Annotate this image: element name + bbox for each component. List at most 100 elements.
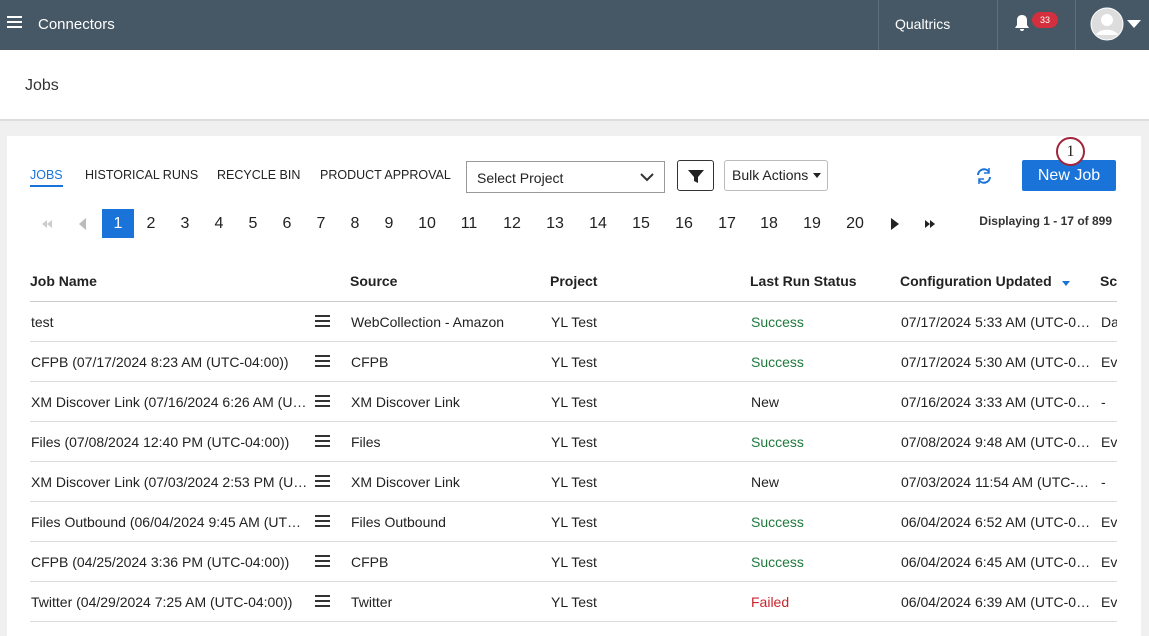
page-number[interactable]: 6	[282, 215, 292, 232]
table-cell: Ev	[1101, 434, 1117, 450]
column-header[interactable]: Last Run Status	[750, 273, 857, 289]
page-number[interactable]: 14	[589, 215, 607, 232]
filter-icon	[688, 170, 704, 183]
row-menu[interactable]	[315, 515, 331, 528]
avatar[interactable]	[1090, 7, 1144, 41]
page-number[interactable]: 7	[316, 215, 326, 232]
table-cell: Success	[751, 434, 804, 450]
row-rule	[30, 501, 1117, 502]
page-number[interactable]: 16	[675, 215, 693, 232]
table-cell: 07/16/2024 3:33 AM (UTC-0…	[901, 394, 1091, 410]
table-cell: Success	[751, 514, 804, 530]
brand[interactable]: Qualtrics	[895, 16, 951, 32]
row-rule	[30, 421, 1117, 422]
table-cell: 06/04/2024 6:39 AM (UTC-0…	[901, 594, 1091, 610]
bell-icon[interactable]	[1013, 14, 1031, 32]
page-header: Jobs	[0, 50, 1149, 121]
column-header[interactable]: Project	[550, 273, 598, 289]
top-bar: Connectors Qualtrics 33	[0, 0, 1149, 50]
table-cell: 07/08/2024 9:48 AM (UTC-0…	[901, 434, 1091, 450]
page-number[interactable]: 3	[180, 215, 190, 232]
first-prev-icons	[42, 218, 86, 230]
table-cell: New	[751, 394, 780, 410]
table-cell: Failed	[751, 594, 790, 610]
tab[interactable]: PRODUCT APPROVAL	[320, 168, 451, 182]
table-cell: Ev	[1101, 354, 1117, 370]
table-cell[interactable]: CFPB (04/25/2024 3:36 PM (UTC-04:00))	[31, 554, 290, 570]
page-number[interactable]: 19	[803, 215, 821, 232]
row-menu[interactable]	[315, 395, 331, 408]
select-label: Select Project	[477, 170, 564, 186]
table-cell: -	[1101, 394, 1106, 410]
row-menu[interactable]	[315, 555, 331, 568]
table-cell[interactable]: Files (07/08/2024 12:40 PM (UTC-04:00))	[31, 434, 290, 450]
page-number[interactable]: 17	[718, 215, 736, 232]
tab[interactable]: JOBS	[30, 168, 63, 187]
header-rule	[30, 301, 1117, 302]
page-number[interactable]: 20	[846, 215, 864, 232]
table-cell[interactable]: Files Outbound (06/04/2024 9:45 AM (UT…	[31, 514, 302, 530]
table-cell: Success	[751, 354, 804, 370]
table-cell[interactable]: XM Discover Link (07/03/2024 2:53 PM (U…	[31, 474, 308, 490]
table-cell: CFPB	[351, 554, 389, 570]
row-rule	[30, 341, 1117, 342]
jobs-card	[7, 136, 1141, 636]
page-number[interactable]: 13	[546, 215, 564, 232]
page-number[interactable]: 4	[214, 215, 224, 232]
page-number[interactable]: 2	[146, 215, 156, 232]
table-cell: YL Test	[551, 554, 597, 570]
project-select[interactable]: Select Project	[466, 161, 665, 193]
page-number[interactable]: 18	[760, 215, 778, 232]
row-menu[interactable]	[315, 435, 331, 448]
menu-icon[interactable]	[7, 16, 23, 30]
bulk-actions[interactable]: Bulk Actions	[724, 160, 828, 191]
table-cell: -	[1101, 474, 1106, 490]
page-number[interactable]: 1	[102, 209, 134, 238]
table-cell: YL Test	[551, 394, 597, 410]
table-cell[interactable]: XM Discover Link (07/16/2024 6:26 AM (U…	[31, 394, 307, 410]
jobs-table: Job Name Source Project Last Run Status Conf…	[30, 262, 1117, 627]
row-menu[interactable]	[315, 595, 331, 608]
filter-button[interactable]	[677, 160, 714, 191]
page-number[interactable]: 8	[350, 215, 360, 232]
tab[interactable]: RECYCLE BIN	[217, 168, 301, 182]
caret	[813, 173, 821, 178]
table-cell: CFPB	[351, 354, 389, 370]
page-number[interactable]: 5	[248, 215, 258, 232]
table-cell: Success	[751, 554, 804, 570]
table-cell: 06/04/2024 6:45 AM (UTC-0…	[901, 554, 1091, 570]
row-menu[interactable]	[315, 315, 331, 328]
column-header[interactable]: Sc	[1100, 273, 1117, 289]
row-rule	[30, 621, 1117, 622]
table-cell: 06/04/2024 6:52 AM (UTC-0…	[901, 514, 1091, 530]
row-rule	[30, 581, 1117, 582]
sort-arrow	[1062, 281, 1070, 286]
pagination-summary: Displaying 1 - 17 of 899	[979, 214, 1112, 228]
callout: 1	[1056, 137, 1085, 166]
table-cell: Da	[1101, 314, 1117, 330]
refresh-icon[interactable]	[975, 167, 993, 185]
tab[interactable]: HISTORICAL RUNS	[85, 168, 199, 182]
page-number[interactable]: 15	[632, 215, 650, 232]
page-number[interactable]: 10	[418, 215, 436, 232]
page-number[interactable]: 11	[460, 215, 478, 232]
row-menu[interactable]	[315, 355, 331, 368]
column-header[interactable]: Job Name	[30, 273, 97, 289]
column-header[interactable]: Source	[350, 273, 398, 289]
bulk-actions-label: Bulk Actions	[732, 167, 809, 183]
page-number[interactable]: 12	[503, 215, 521, 232]
column-header[interactable]: Configuration Updated	[900, 273, 1052, 289]
row-rule	[30, 381, 1117, 382]
table-cell: XM Discover Link	[351, 394, 460, 410]
page-number[interactable]: 9	[384, 215, 394, 232]
table-cell: 07/03/2024 11:54 AM (UTC-…	[901, 474, 1090, 490]
table-cell: Files Outbound	[351, 514, 446, 530]
new-job-button[interactable]: New Job	[1022, 160, 1116, 191]
table-cell[interactable]: test	[31, 314, 54, 330]
table-cell[interactable]: CFPB (07/17/2024 8:23 AM (UTC-04:00))	[31, 354, 289, 370]
table-cell[interactable]: Twitter (04/29/2024 7:25 AM (UTC-04:00))	[31, 594, 293, 610]
table-cell: YL Test	[551, 474, 597, 490]
app-name: Connectors	[38, 16, 115, 33]
row-menu[interactable]	[315, 475, 331, 488]
